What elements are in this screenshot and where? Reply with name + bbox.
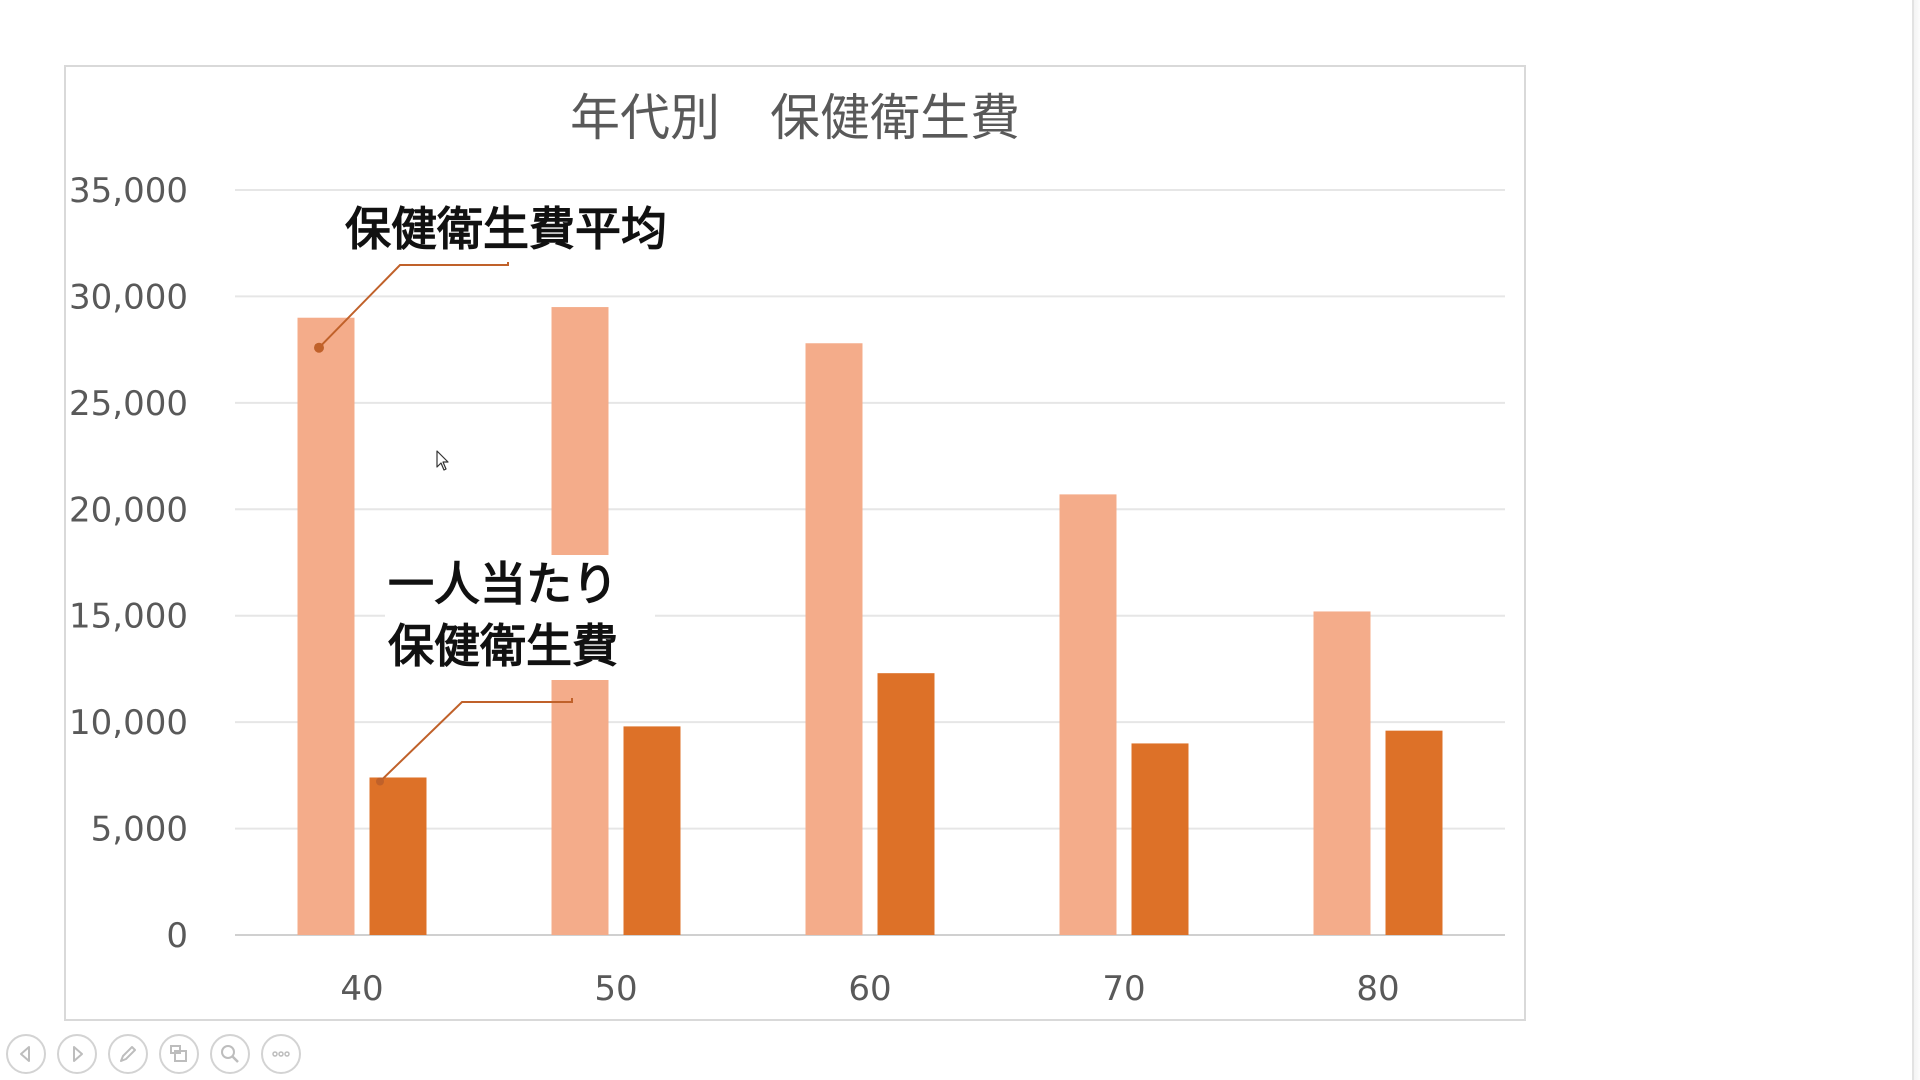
more-options-button[interactable] xyxy=(261,1034,301,1074)
x-tick-label: 80 xyxy=(1356,969,1399,1009)
window-edge xyxy=(1912,0,1920,1080)
mouse-cursor-icon xyxy=(436,450,449,471)
slides-icon xyxy=(170,1045,187,1062)
next-button[interactable] xyxy=(57,1034,97,1074)
bar xyxy=(877,673,935,935)
bar xyxy=(1385,730,1443,935)
y-tick-label: 15,000 xyxy=(69,597,188,637)
slideshow-toolbar xyxy=(6,1034,301,1078)
bar xyxy=(1313,611,1371,935)
y-tick-label: 10,000 xyxy=(69,703,188,743)
bar xyxy=(805,343,863,935)
see-all-slides-button[interactable] xyxy=(159,1034,199,1074)
annotation-leader-line xyxy=(318,262,509,349)
y-tick-label: 20,000 xyxy=(69,490,188,530)
annotation-label: 保健衛生費 xyxy=(388,619,618,673)
annotation-leader-line xyxy=(379,698,573,783)
bar xyxy=(623,726,681,935)
annotation-label: 一人当たり xyxy=(388,557,618,611)
pen-icon xyxy=(120,1046,136,1062)
y-tick-label: 25,000 xyxy=(69,384,188,424)
y-tick-label: 30,000 xyxy=(69,277,188,317)
y-tick-label: 35,000 xyxy=(69,171,188,211)
annotation-marker xyxy=(314,342,324,353)
x-tick-label: 40 xyxy=(340,969,383,1009)
bar xyxy=(297,317,355,935)
bar xyxy=(1131,743,1189,935)
bar xyxy=(369,777,427,935)
y-tick-label: 5,000 xyxy=(91,810,188,850)
chart-title: 年代別 保健衛生費 xyxy=(570,89,1020,147)
x-tick-label: 70 xyxy=(1102,969,1145,1009)
x-tick-label: 50 xyxy=(594,969,637,1009)
bar xyxy=(1059,494,1117,935)
previous-icon xyxy=(20,1046,30,1062)
annotation-background xyxy=(385,555,655,680)
y-tick-label: 0 xyxy=(166,916,188,956)
more-icon xyxy=(272,1051,290,1057)
zoom-icon xyxy=(221,1045,239,1063)
next-icon xyxy=(73,1046,83,1062)
zoom-button[interactable] xyxy=(210,1034,250,1074)
annotation-label: 保健衛生費平均 xyxy=(345,202,667,256)
annotation-marker xyxy=(376,777,384,786)
x-tick-label: 60 xyxy=(848,969,891,1009)
pen-button[interactable] xyxy=(108,1034,148,1074)
previous-button[interactable] xyxy=(6,1034,46,1074)
